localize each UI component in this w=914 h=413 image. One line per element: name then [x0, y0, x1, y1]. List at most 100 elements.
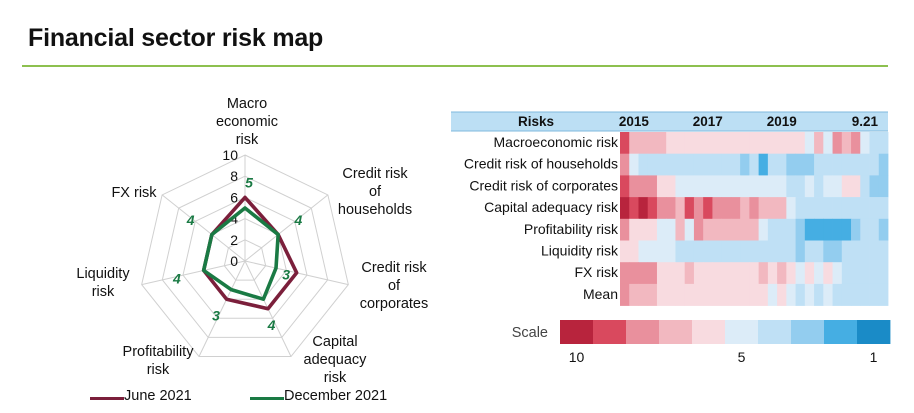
heatmap-cell [721, 240, 732, 263]
radar-series-line [201, 206, 280, 302]
heatmap-cell [851, 153, 861, 176]
heatmap-cell [860, 262, 870, 285]
heatmap-cell [730, 218, 741, 241]
heatmap-cell [758, 240, 769, 263]
heatmap-cell [851, 240, 861, 263]
heatmap-cell [647, 153, 658, 176]
heatmap-cell [666, 262, 676, 285]
radar-grid-ring [141, 154, 349, 358]
heatmap-cell [832, 153, 843, 176]
heatmap-cell [878, 262, 889, 285]
heatmap-cell [841, 197, 852, 220]
heatmap-cell [712, 153, 723, 176]
heatmap-cell [814, 240, 824, 263]
heatmap-row-label: Credit risk of households [464, 156, 618, 172]
heatmap-cell [795, 153, 806, 176]
heatmap-cell [620, 175, 630, 198]
heatmap-scale-tick: 5 [738, 349, 746, 365]
heatmap-period-label: 9.21 [852, 114, 879, 129]
heatmap-cell [758, 132, 769, 154]
heatmap-cell [666, 132, 676, 154]
heatmap-cell [740, 240, 750, 263]
heatmap-scale-swatch [725, 320, 759, 344]
heatmap-cell [878, 153, 889, 176]
heatmap-cell [804, 218, 815, 241]
heatmap-scale-swatch [758, 320, 792, 344]
heatmap-cell [638, 218, 649, 241]
heatmap-cell [860, 283, 870, 306]
heatmap-cell [712, 262, 723, 285]
heatmap-cell [823, 218, 833, 241]
heatmap-cell [860, 218, 870, 241]
heatmap-cell [869, 132, 880, 154]
heatmap-cell [703, 240, 713, 263]
heatmap-cell [851, 175, 861, 198]
heatmap-scale-tick: 1 [870, 349, 878, 365]
heatmap-cell [786, 175, 796, 198]
heatmap-cell [823, 283, 833, 306]
heatmap-cell [758, 197, 769, 220]
heatmap-cell [666, 218, 676, 241]
heatmap-cell [786, 283, 796, 306]
radar-axis-label-line: economic [216, 114, 278, 130]
heatmap-cell [804, 132, 815, 154]
heatmap-scale-swatch [692, 320, 726, 344]
heatmap-cell [629, 132, 639, 154]
radar-value-label: 4 [267, 317, 276, 333]
radar-axis-label: Profitability risk [123, 344, 195, 378]
radar-axis-label-line: risk [236, 132, 259, 148]
heatmap-cell [684, 197, 695, 220]
heatmap-cell [740, 132, 750, 154]
heatmap-cell [647, 218, 658, 241]
heatmap-cell [730, 153, 741, 176]
heatmap-cell [758, 153, 769, 176]
heatmap-cell [878, 197, 889, 220]
heatmap-cell [712, 283, 723, 306]
heatmap-cell [758, 283, 769, 306]
heatmap-cell [721, 175, 732, 198]
heatmap-cell [721, 283, 732, 306]
heatmap-cell [712, 132, 723, 154]
heatmap-cell [730, 262, 741, 285]
heatmap-cell [684, 240, 695, 263]
heatmap-scale-label: Scale [512, 325, 548, 341]
legend-label-december: December 2021 [284, 388, 388, 404]
heatmap-cell [851, 218, 861, 241]
radar-axis-label: Liquidity risk [76, 266, 130, 300]
heatmap-cell [656, 283, 667, 306]
heatmap-cell [767, 262, 778, 285]
radar-tick-label: 10 [222, 147, 238, 163]
heatmap-cell [832, 197, 843, 220]
heatmap-cell [869, 283, 880, 306]
heatmap-cell [804, 175, 815, 198]
radar-axis-label-line: households [338, 202, 412, 218]
heatmap-cell [814, 153, 824, 176]
heatmap-cell [656, 153, 667, 176]
heatmap-cell [823, 240, 833, 263]
heatmap-cell [684, 175, 695, 198]
legend-label-june: June 2021 [124, 388, 192, 404]
heatmap-row-label: Credit risk of corporates [469, 177, 618, 193]
heatmap-cell [860, 132, 870, 154]
radar-axis-label-line: Macro [227, 96, 267, 112]
heatmap-scale-tick: 10 [569, 349, 585, 365]
radar-axis-label-line: Credit risk [361, 260, 427, 276]
heatmap-cell [647, 262, 658, 285]
heatmap-cell [638, 197, 649, 220]
heatmap-cell [730, 132, 741, 154]
heatmap-cell [675, 132, 686, 154]
heatmap-cell [767, 175, 778, 198]
radar-value-label: 4 [172, 271, 181, 287]
radar-axis-label-line: corporates [360, 296, 429, 312]
heatmap-cell [841, 262, 852, 285]
radar-axis-label-line: FX risk [111, 185, 157, 201]
heatmap-cell [693, 153, 704, 176]
heatmap-row-label: Mean [583, 286, 618, 302]
heatmap-scale-swatch [824, 320, 858, 344]
heatmap-scale-swatch [791, 320, 825, 344]
heatmap-cell [638, 175, 649, 198]
heatmap-cell [814, 283, 824, 306]
heatmap-cell [841, 153, 852, 176]
heatmap-cell [638, 153, 649, 176]
heatmap-scale-swatch [560, 320, 594, 344]
